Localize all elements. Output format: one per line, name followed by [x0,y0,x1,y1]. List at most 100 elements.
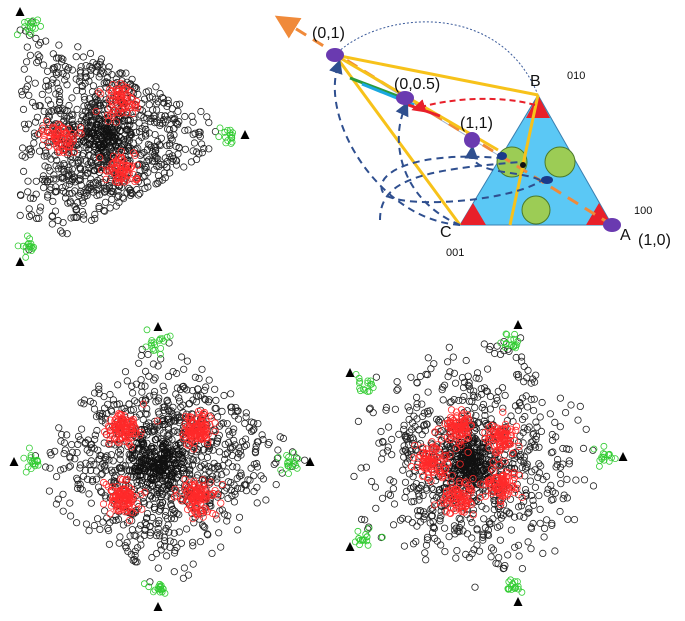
scatter-point-black [39,184,48,192]
scatter-point-red [181,486,189,494]
scatter-point-black [582,425,590,433]
scatter-point-black [458,396,467,404]
scatter-point-green [228,138,236,146]
scatter-point-black [523,403,532,411]
scatter-point-red [427,466,435,474]
scatter-point-black [22,58,31,66]
scatter-point-red [118,489,126,497]
scatter-point-black [173,411,181,419]
scatter-point-red [206,491,214,499]
scatter-point-core [164,449,172,457]
scatter-point-core [163,482,171,490]
vertex-label-b: B [530,73,541,90]
scatter-point-black [113,400,121,408]
scatter-point-black [472,412,480,420]
scatter-point-red [457,419,466,427]
scatter-point-black [164,125,172,133]
scatter-point-black [208,438,216,446]
scatter-point-black [389,485,398,493]
scatter-point-black [155,519,163,527]
scatter-point-red [99,500,108,508]
scatter-point-black [413,415,421,423]
scatter-point-red [111,422,119,431]
scatter-point-black [63,66,71,74]
scatter-point-green [355,374,363,382]
scatter-point-black [30,139,38,147]
scatter-point-black [213,515,221,523]
scatter-point-black [25,212,34,220]
scatter-point-black [68,66,77,74]
scatter-point-black [464,372,472,380]
scatter-point-black [49,50,57,58]
simplex-diagram: (0,1) (0,0.5) (1,1) (1,0) B A C 010 100 … [274,15,671,259]
scatter-point-black [142,163,150,172]
scatter-point-red [460,479,469,487]
scatter-point-black [382,403,391,412]
scatter-point-black [33,58,41,67]
scatter-point-green [20,454,28,462]
scatter-point-red [133,161,142,169]
scatter-point-green [216,124,224,132]
scatter-point-black [549,448,557,456]
scatter-point-black [203,530,211,538]
scatter-point-black [215,448,224,456]
scatter-point-green [354,527,362,535]
scatter-point-red [432,444,440,452]
scatter-point-black [201,395,209,403]
scatter-point-black [34,57,43,65]
scatter-point-black [53,79,61,87]
scatter-point-red [441,453,449,461]
scatter-point-black [189,538,197,546]
scatter-point-black [36,38,45,47]
scatter-point-black [92,475,101,483]
scatter-point-black [518,394,527,402]
scatter-point-black [172,157,180,165]
scatter-point-red [510,468,518,476]
scatter-point-red [447,504,456,512]
scatter-point-black [214,434,222,442]
scatter-point-black [419,491,427,499]
scatter-point-black [193,456,201,464]
scatter-point-black [186,399,194,408]
scatter-point-core [133,471,141,480]
scatter-point-black [90,405,99,413]
scatter-point-black [437,507,445,515]
scatter-point-core [460,465,469,473]
scatter-point-black [229,463,237,471]
scatter-point-red [129,110,137,118]
scatter-point-black [549,495,557,503]
scatter-point-red [202,424,210,432]
scatter-point-black [215,529,223,537]
scatter-point-red [121,85,129,93]
scatter-point-black [527,524,536,533]
vertex-code-c: 001 [446,247,464,259]
scatter-point-red [97,90,105,98]
scatter-point-black [430,524,439,532]
scatter-point-black [357,464,365,472]
scatter-point-black [520,459,528,467]
point-1-1 [464,132,480,148]
scatter-point-red [460,426,468,434]
scatter-point-black [43,193,52,201]
scatter-point-black [152,180,160,188]
scatter-point-red [198,485,206,493]
scatter-point-black [57,430,66,439]
scatter-point-black [230,498,238,506]
scatter-point-black [524,538,532,546]
scatter-point-red [35,130,43,138]
scatter-point-black [181,126,189,135]
scatter-point-black [194,385,202,393]
scatter-point-core [173,467,181,475]
scatter-point-red [106,510,114,518]
scatter-point-red [207,478,215,486]
scatter-point-black [500,347,508,355]
scatter-point-red [198,435,206,443]
scatter-point-black [556,423,564,431]
scatter-point-black [50,175,58,183]
scatter-point-black [482,505,490,513]
scatter-point-black [541,524,549,532]
scatter-point-black [189,118,197,126]
scatter-point-green [26,235,34,243]
scatter-point-red [118,87,127,95]
scatter-point-black [537,427,545,436]
